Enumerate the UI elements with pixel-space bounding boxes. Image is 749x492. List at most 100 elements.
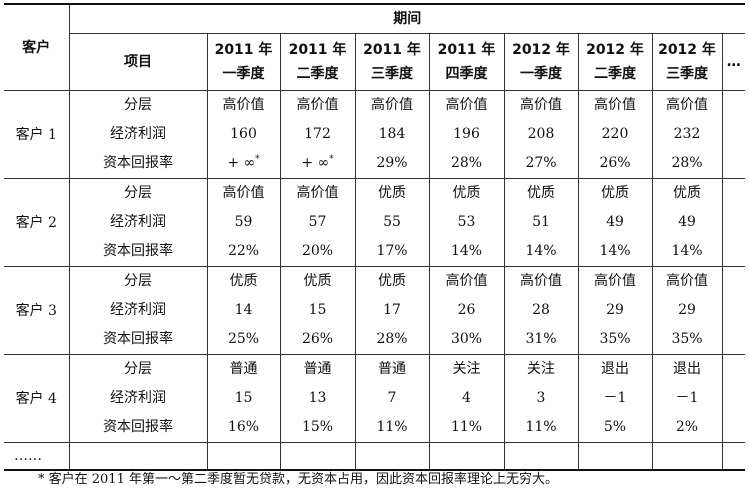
more-column-cell bbox=[721, 413, 746, 443]
profit-cell: 208 bbox=[503, 120, 579, 149]
cell-value: 高价值 bbox=[520, 97, 562, 113]
cell-value: 28 bbox=[532, 302, 550, 318]
cell-value: 高价值 bbox=[296, 185, 339, 201]
empty-cell bbox=[354, 442, 430, 471]
quarter-name: 三季度 bbox=[666, 66, 708, 82]
cell-value: 28% bbox=[450, 155, 483, 171]
quarter-header: 2011 年四季度 bbox=[428, 33, 505, 91]
item-name: 经济利润 bbox=[68, 384, 208, 413]
cell-value: 11% bbox=[450, 419, 483, 435]
roc-cell: 5% bbox=[577, 413, 653, 443]
data-table-wrapper: 客户 期间 项目 2011 年一季度 2011 年二季度 2011 年三季度 2… bbox=[4, 3, 746, 471]
cell-value: 14 bbox=[234, 302, 253, 318]
profit-cell: 29 bbox=[651, 296, 723, 325]
quarter-name: 二季度 bbox=[296, 66, 339, 82]
empty-cell bbox=[577, 442, 653, 471]
roc-cell: 11% bbox=[428, 413, 505, 443]
cell-value: 高价值 bbox=[445, 273, 488, 289]
more-column-cell bbox=[721, 120, 746, 149]
roc-cell: 20% bbox=[279, 237, 356, 267]
tier-cell: 普通 bbox=[206, 354, 281, 384]
quarter-year: 2011 年 bbox=[363, 42, 421, 58]
roc-cell: 16% bbox=[206, 413, 281, 443]
empty-cell bbox=[651, 442, 723, 471]
roc-cell: 11% bbox=[354, 413, 430, 443]
table-body: 客户 1 分层 高价值 高价值 高价值 高价值 高价值 高价值 高价值 经济利润 160 172 184… bbox=[4, 90, 746, 471]
roc-cell: + ∞* bbox=[206, 149, 281, 179]
roc-cell: 31% bbox=[503, 325, 579, 355]
cell-value: 优质 bbox=[303, 273, 332, 289]
cell-value: －1 bbox=[675, 390, 699, 406]
footnote-marker: * bbox=[255, 154, 260, 165]
tier-cell: 高价值 bbox=[428, 266, 505, 296]
cell-value: 关注 bbox=[527, 361, 555, 377]
customer-name: 客户 3 bbox=[4, 266, 70, 355]
customer-name: 客户 2 bbox=[4, 178, 70, 267]
cell-value: 27% bbox=[525, 155, 557, 171]
quarter-name: 一季度 bbox=[520, 66, 562, 82]
table-row: 经济利润 160 172 184 196 208 220 232 bbox=[4, 120, 746, 149]
cell-value: 普通 bbox=[229, 361, 258, 377]
profit-cell: 7 bbox=[354, 384, 430, 413]
table-row: 资本回报率 22% 20% 17% 14% 14% 14% 14% bbox=[4, 237, 746, 267]
profit-cell: 196 bbox=[428, 120, 505, 149]
profit-cell: 14 bbox=[206, 296, 281, 325]
tier-cell: 高价值 bbox=[354, 90, 430, 120]
cell-value: 11% bbox=[525, 419, 557, 435]
tier-cell: 退出 bbox=[577, 354, 653, 384]
cell-value: 26% bbox=[599, 155, 631, 171]
cell-value: 普通 bbox=[303, 361, 332, 377]
quarter-year: 2012 年 bbox=[658, 42, 716, 58]
cell-value: 14% bbox=[599, 243, 631, 259]
period-header: 期间 bbox=[68, 3, 746, 34]
cell-value: 5% bbox=[603, 419, 627, 435]
tier-cell: 优质 bbox=[279, 266, 356, 296]
roc-cell: 11% bbox=[503, 413, 579, 443]
cell-value: 26% bbox=[301, 331, 334, 347]
quarter-header: 2011 年二季度 bbox=[279, 33, 356, 91]
table-row: 经济利润 59 57 55 53 51 49 49 bbox=[4, 208, 746, 237]
header-row-quarters: 项目 2011 年一季度 2011 年二季度 2011 年三季度 2011 年四… bbox=[4, 33, 746, 91]
cell-value: 优质 bbox=[452, 185, 481, 201]
cell-value: 关注 bbox=[452, 361, 481, 377]
cell-value: 220 bbox=[601, 126, 629, 142]
cell-value: 15 bbox=[234, 390, 253, 406]
cell-value: 4 bbox=[462, 390, 471, 406]
cell-value: 7 bbox=[387, 390, 397, 406]
cell-value: 172 bbox=[304, 126, 331, 142]
cell-value: 高价值 bbox=[520, 273, 562, 289]
roc-cell: 17% bbox=[354, 237, 430, 267]
profit-cell: 184 bbox=[354, 120, 430, 149]
cell-value: 高价值 bbox=[594, 273, 636, 289]
profit-cell: 220 bbox=[577, 120, 653, 149]
tier-cell: 优质 bbox=[428, 178, 505, 208]
cell-value: 高价值 bbox=[222, 185, 265, 201]
roc-cell: 22% bbox=[206, 237, 281, 267]
cell-value: 160 bbox=[230, 126, 257, 142]
tier-cell: 关注 bbox=[503, 354, 579, 384]
profit-cell: 53 bbox=[428, 208, 505, 237]
cell-value: 51 bbox=[532, 214, 550, 230]
table-row: 资本回报率 16% 15% 11% 11% 11% 5% 2% bbox=[4, 413, 746, 443]
cell-value: 高价值 bbox=[594, 97, 636, 113]
cell-value: 208 bbox=[527, 126, 555, 142]
cell-value: 17% bbox=[376, 243, 408, 259]
table-row: 资本回报率 + ∞* + ∞* 29% 28% 27% 26% 28% bbox=[4, 149, 746, 179]
cell-value: 高价值 bbox=[296, 97, 339, 113]
cell-value: 高价值 bbox=[222, 97, 265, 113]
tier-cell: 普通 bbox=[354, 354, 430, 384]
cell-value: 30% bbox=[450, 331, 483, 347]
profit-cell: 172 bbox=[279, 120, 356, 149]
cell-value: 16% bbox=[227, 419, 260, 435]
roc-cell: 28% bbox=[651, 149, 723, 179]
tier-cell: 高价值 bbox=[651, 266, 723, 296]
more-column-cell bbox=[721, 149, 746, 179]
roc-cell: 28% bbox=[428, 149, 505, 179]
quarter-name: 四季度 bbox=[445, 66, 488, 82]
cell-value: 20% bbox=[301, 243, 334, 259]
cell-value: －1 bbox=[603, 390, 627, 406]
cell-value: 14% bbox=[525, 243, 557, 259]
more-column-cell bbox=[721, 178, 746, 208]
tier-cell: 普通 bbox=[279, 354, 356, 384]
empty-cell bbox=[68, 442, 208, 471]
